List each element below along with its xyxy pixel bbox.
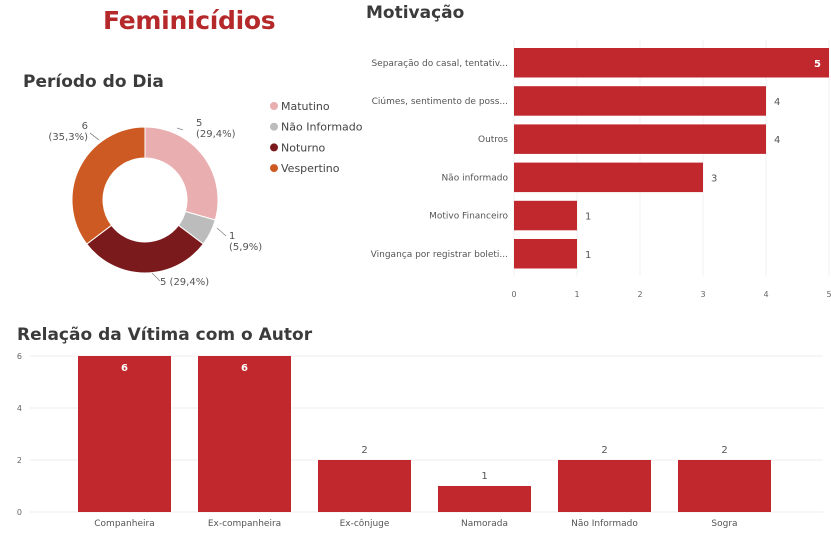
motivation-data-label: 4 bbox=[774, 97, 780, 108]
relation-data-label: 1 bbox=[481, 471, 487, 482]
legend-item: Não Informado bbox=[281, 121, 363, 134]
motivation-bar bbox=[514, 239, 577, 269]
motivation-bar bbox=[514, 162, 703, 193]
relation-data-label: 6 bbox=[241, 363, 248, 374]
motivation-x-tick: 5 bbox=[826, 290, 831, 299]
motivation-bar bbox=[514, 48, 829, 78]
pie-leader-line bbox=[216, 227, 227, 237]
motivation-data-label: 3 bbox=[711, 173, 717, 184]
motivation-bar bbox=[514, 86, 766, 116]
motivation-x-tick: 2 bbox=[637, 290, 642, 299]
legend-marker bbox=[270, 102, 278, 110]
motivation-x-tick: 4 bbox=[763, 290, 768, 299]
pie-leader-line bbox=[89, 132, 100, 141]
relation-category-label: Não Informado bbox=[571, 519, 638, 529]
pie-slice-vespertino bbox=[71, 126, 146, 245]
legend-marker bbox=[270, 143, 278, 152]
motivation-category-label: Motivo Financeiro bbox=[429, 212, 508, 222]
pie-leader-line bbox=[176, 127, 184, 131]
relation-data-label: 2 bbox=[361, 445, 367, 456]
relation-data-label: 2 bbox=[721, 445, 727, 456]
pie-data-label: 6 (35,3%) bbox=[48, 121, 88, 143]
relation-category-label: Namorada bbox=[461, 519, 508, 529]
motivation-category-label: Vingança por registrar boleti... bbox=[371, 250, 508, 260]
relation-y-tick: 2 bbox=[17, 456, 22, 465]
motivation-x-tick: 3 bbox=[700, 290, 705, 299]
pie-leader-line bbox=[151, 272, 161, 282]
relation-y-tick: 0 bbox=[17, 508, 22, 517]
pie-data-label: 5 (29,4%) bbox=[196, 118, 236, 140]
legend-marker bbox=[270, 122, 278, 131]
motivation-x-tick: 1 bbox=[574, 290, 579, 299]
pie-data-label: 1 (5,9%) bbox=[229, 231, 262, 253]
legend-item: Vespertino bbox=[281, 162, 340, 175]
motivation-category-label: Outros bbox=[478, 135, 508, 145]
motivation-chart-title: Motivação bbox=[366, 3, 465, 23]
relation-bar bbox=[438, 486, 531, 512]
motivation-category-label: Separação do casal, tentativ... bbox=[371, 59, 508, 69]
legend-marker bbox=[270, 164, 278, 173]
relation-category-label: Ex-companheira bbox=[208, 519, 281, 529]
relation-category-label: Companheira bbox=[94, 519, 154, 529]
pie-data-label: 5 (29,4%) bbox=[160, 277, 209, 288]
pie-chart-title: Período do Dia bbox=[23, 72, 164, 92]
relation-bar bbox=[678, 460, 771, 512]
motivation-data-label: 5 bbox=[814, 59, 821, 70]
motivation-bar bbox=[514, 124, 766, 154]
motivation-data-label: 4 bbox=[774, 135, 780, 146]
relation-data-label: 6 bbox=[121, 363, 128, 374]
relation-bar bbox=[198, 356, 291, 512]
relation-bar bbox=[318, 460, 411, 512]
legend-item: Matutino bbox=[281, 100, 330, 113]
motivation-data-label: 1 bbox=[585, 250, 591, 261]
relation-data-label: 2 bbox=[601, 445, 607, 456]
motivation-data-label: 1 bbox=[585, 212, 591, 223]
motivation-bar bbox=[514, 200, 577, 231]
legend-item: Noturno bbox=[281, 141, 326, 154]
relation-category-label: Sogra bbox=[711, 519, 737, 529]
motivation-x-tick: 0 bbox=[511, 290, 516, 299]
pie-slice-noturno bbox=[86, 224, 204, 274]
relation-chart-title: Relação da Vítima com o Autor bbox=[17, 325, 313, 345]
motivation-category-label: Não informado bbox=[441, 173, 508, 183]
relation-bar bbox=[78, 356, 171, 512]
relation-y-tick: 4 bbox=[17, 404, 22, 413]
relation-bar bbox=[558, 460, 651, 512]
relation-y-tick: 6 bbox=[17, 352, 22, 361]
relation-category-label: Ex-cônjuge bbox=[340, 518, 390, 529]
motivation-category-label: Ciúmes, sentimento de poss... bbox=[372, 97, 508, 107]
pie-slice-matutino bbox=[144, 126, 219, 221]
page-title: Feminicídios bbox=[103, 6, 276, 35]
